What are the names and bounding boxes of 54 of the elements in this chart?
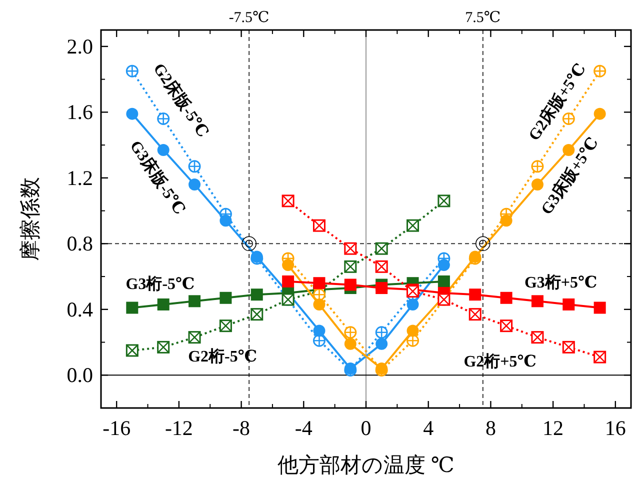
- point: [438, 275, 450, 288]
- x-tick-label: 12: [542, 416, 564, 440]
- point: [157, 144, 170, 156]
- point: [406, 298, 419, 310]
- x-tick-label: -8: [232, 416, 250, 440]
- series-label: G3桁-5℃: [126, 275, 195, 294]
- x-tick-label: 4: [423, 416, 434, 440]
- point: [500, 214, 512, 227]
- point: [438, 259, 450, 272]
- point: [242, 236, 256, 252]
- x-tick-label: -16: [102, 416, 131, 440]
- series-label: G2桁-5℃: [188, 348, 258, 366]
- point: [376, 338, 388, 350]
- y-tick-label: 0.0: [66, 363, 93, 388]
- ref-line-label: -7.5℃: [228, 10, 270, 26]
- x-tick-label: 16: [604, 416, 626, 440]
- point: [531, 295, 544, 308]
- point: [500, 292, 512, 304]
- series-label: G3桁+5℃: [524, 274, 598, 292]
- point: [469, 288, 482, 301]
- x-axis-title: 他方部材の温度 ℃: [278, 453, 454, 477]
- point: [531, 178, 544, 190]
- point: [476, 236, 490, 252]
- x-tick-label: -4: [294, 416, 313, 440]
- x-tick-label: 0: [360, 416, 372, 440]
- point: [126, 302, 138, 314]
- point: [406, 324, 419, 337]
- point: [282, 275, 294, 288]
- point: [157, 298, 170, 310]
- point: [126, 108, 138, 120]
- y-axis-title: 摩擦係数: [18, 177, 42, 261]
- point: [188, 178, 201, 190]
- point: [220, 292, 232, 304]
- point: [250, 288, 263, 301]
- point: [313, 324, 326, 337]
- ref-line-label: 7.5℃: [465, 10, 501, 26]
- point: [562, 298, 575, 310]
- point: [376, 282, 388, 294]
- point: [220, 214, 232, 227]
- point: [594, 108, 606, 120]
- point: [344, 338, 356, 350]
- y-tick-label: 1.2: [66, 166, 93, 190]
- point: [594, 302, 606, 314]
- y-tick-label: 0.8: [66, 232, 93, 256]
- y-tick-label: 0.4: [66, 297, 94, 322]
- series-label: G2桁+5℃: [464, 352, 536, 370]
- point: [313, 298, 326, 310]
- x-tick-label: 8: [485, 416, 496, 440]
- point: [282, 259, 294, 272]
- point: [188, 295, 201, 308]
- point: [344, 278, 356, 291]
- y-tick-label: 2.0: [66, 34, 93, 58]
- y-tick-label: 1.6: [66, 100, 93, 124]
- x-tick-label: -12: [164, 416, 193, 440]
